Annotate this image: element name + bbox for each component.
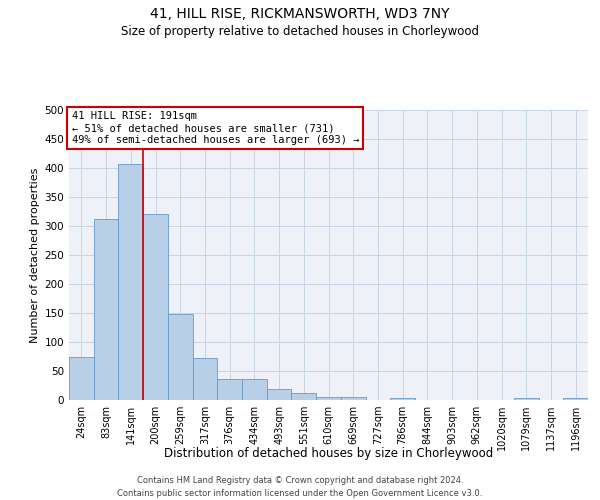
Bar — [94, 219, 118, 400]
Bar — [563, 398, 588, 400]
Bar — [341, 396, 365, 400]
Y-axis label: Number of detached properties: Number of detached properties — [30, 168, 40, 342]
Bar — [217, 378, 242, 400]
Bar — [316, 397, 341, 400]
Bar — [168, 314, 193, 400]
Bar — [118, 164, 143, 400]
Text: Contains HM Land Registry data © Crown copyright and database right 2024.
Contai: Contains HM Land Registry data © Crown c… — [118, 476, 482, 498]
Text: 41 HILL RISE: 191sqm
← 51% of detached houses are smaller (731)
49% of semi-deta: 41 HILL RISE: 191sqm ← 51% of detached h… — [71, 112, 359, 144]
Bar — [242, 378, 267, 400]
Text: 41, HILL RISE, RICKMANSWORTH, WD3 7NY: 41, HILL RISE, RICKMANSWORTH, WD3 7NY — [150, 8, 450, 22]
Bar — [193, 358, 217, 400]
Bar — [69, 356, 94, 400]
Bar — [143, 214, 168, 400]
Bar — [292, 393, 316, 400]
Text: Distribution of detached houses by size in Chorleywood: Distribution of detached houses by size … — [164, 448, 493, 460]
Bar — [267, 389, 292, 400]
Text: Size of property relative to detached houses in Chorleywood: Size of property relative to detached ho… — [121, 25, 479, 38]
Bar — [390, 398, 415, 400]
Bar — [514, 398, 539, 400]
